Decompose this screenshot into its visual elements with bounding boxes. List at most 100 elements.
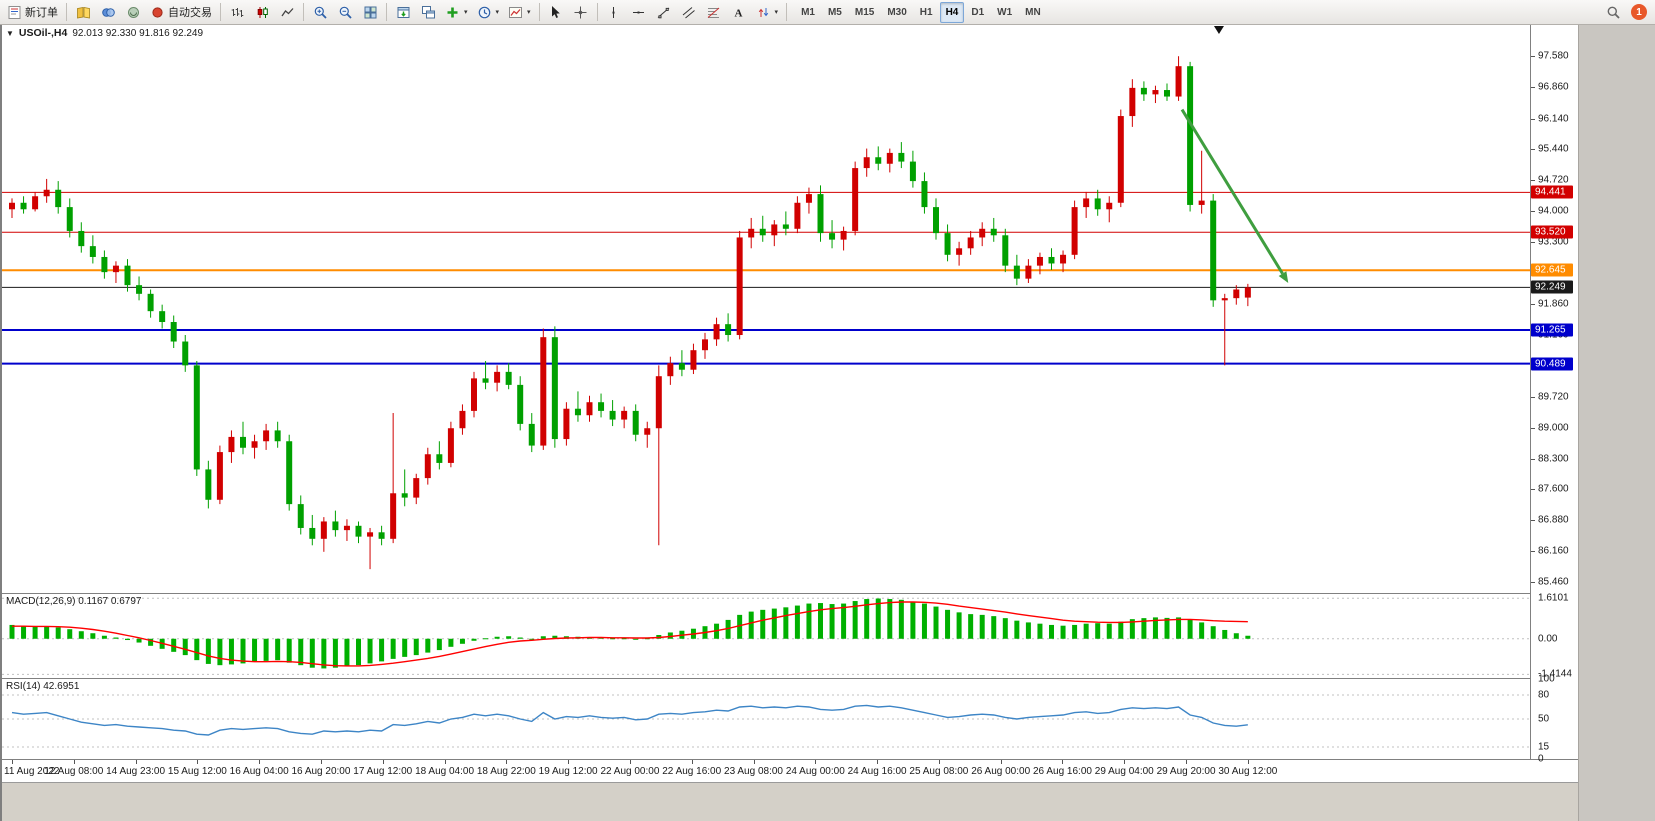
bottom-gutter	[2, 782, 1578, 821]
timeframe-m15-button[interactable]: M15	[849, 2, 880, 23]
search-button[interactable]	[1601, 2, 1625, 23]
rsi-pane[interactable]: RSI(14) 42.6951	[2, 678, 1530, 759]
macd-scale-label: 1.6101	[1538, 592, 1569, 604]
notification-badge[interactable]: 1	[1631, 4, 1647, 20]
zoom-out-icon	[338, 5, 353, 20]
vertical-line-tool-button[interactable]	[602, 2, 626, 23]
rsi-chart[interactable]	[2, 679, 1530, 759]
terminal-icon	[126, 5, 141, 20]
cascade-windows-button[interactable]	[416, 2, 440, 23]
profiles-button[interactable]	[96, 2, 120, 23]
time-label: 12 Aug 08:00	[44, 766, 104, 777]
time-label: 26 Aug 00:00	[971, 766, 1031, 777]
timeframe-w1-button[interactable]: W1	[991, 2, 1018, 23]
timeframe-m1-button[interactable]: M1	[795, 2, 821, 23]
price-tick-label: 97.580	[1538, 50, 1569, 62]
terminal-button[interactable]	[121, 2, 145, 23]
channel-tool-button[interactable]	[677, 2, 701, 23]
candlestick-icon	[255, 5, 270, 20]
toolbar-separator	[303, 3, 304, 21]
chevron-down-icon: ▾	[464, 8, 468, 16]
trendline-tool-button[interactable]	[652, 2, 676, 23]
timeframe-h4-button[interactable]: H4	[939, 1, 965, 23]
autotrading-button[interactable]: 自动交易	[146, 2, 216, 23]
price-level-box[interactable]: 90.489	[1531, 357, 1573, 371]
bar-chart-icon	[230, 5, 245, 20]
collapse-icon[interactable]: ▼	[6, 28, 14, 38]
text-tool-button[interactable]: A	[727, 2, 751, 23]
right-gutter	[1578, 25, 1655, 821]
timeframe-d1-button[interactable]: D1	[965, 2, 990, 23]
chart-window: ▼ USOil-,H4 92.013 92.330 91.816 92.249 …	[0, 25, 1655, 821]
macd-pane[interactable]: MACD(12,26,9) 0.1167 0.6797	[2, 593, 1530, 678]
line-chart-mode-button[interactable]	[275, 2, 299, 23]
price-tick-label: 86.160	[1538, 545, 1569, 557]
price-tick-label: 88.300	[1538, 453, 1569, 465]
new-order-button[interactable]: 新订单	[3, 2, 62, 23]
macd-scale-label: 0.00	[1538, 633, 1558, 645]
indicators-button[interactable]: ▾	[441, 2, 472, 23]
candlestick-mode-button[interactable]	[250, 2, 274, 23]
price-level-box[interactable]: 93.520	[1531, 225, 1573, 239]
time-label: 25 Aug 08:00	[909, 766, 969, 777]
price-axis[interactable]: 97.580 96.860 96.140 95.440 94.720 94.000 93.3…	[1530, 25, 1578, 765]
toolbar-separator	[220, 3, 221, 21]
periods-button[interactable]: ▾	[473, 2, 504, 23]
timeframe-h1-button[interactable]: H1	[914, 2, 939, 23]
price-level-box[interactable]: 92.249	[1531, 280, 1573, 294]
time-label: 11 Aug 2022	[4, 766, 60, 777]
price-level-box[interactable]: 92.645	[1531, 263, 1573, 277]
new-order-label: 新订单	[25, 7, 58, 19]
candlestick-chart[interactable]	[2, 25, 1530, 593]
timeframe-mn-button[interactable]: MN	[1019, 2, 1047, 23]
market-watch-button[interactable]	[71, 2, 95, 23]
arrows-tool-button[interactable]: ▾	[752, 2, 783, 23]
toolbar-separator	[596, 3, 598, 21]
channel-icon	[681, 5, 696, 20]
chevron-down-icon: ▾	[774, 8, 779, 16]
timeframe-m30-button[interactable]: M30	[881, 2, 912, 23]
time-label: 23 Aug 08:00	[724, 766, 783, 777]
trendline-icon	[656, 5, 671, 20]
main-chart-pane[interactable]: ▼ USOil-,H4 92.013 92.330 91.816 92.249	[2, 25, 1530, 593]
rsi-scale-label: 80	[1538, 689, 1550, 701]
zoom-out-button[interactable]	[333, 2, 357, 23]
chart-ohlc: 92.013 92.330 91.816 92.249	[72, 27, 204, 39]
price-level-box[interactable]: 91.265	[1531, 323, 1573, 337]
time-label: 16 Aug 20:00	[291, 766, 351, 777]
arrange-windows-button[interactable]	[391, 2, 415, 23]
time-label: 22 Aug 16:00	[662, 766, 722, 777]
price-level-box[interactable]: 94.441	[1531, 185, 1573, 199]
zoom-in-button[interactable]	[308, 2, 332, 23]
time-label: 24 Aug 16:00	[847, 766, 907, 777]
price-tick-label: 86.880	[1538, 514, 1569, 526]
autotrading-icon	[150, 5, 165, 20]
time-label: 22 Aug 00:00	[600, 766, 660, 777]
templates-button[interactable]: ▾	[504, 2, 535, 23]
price-tick-label: 95.440	[1538, 143, 1569, 155]
chart-symbol-period: USOil-,H4	[18, 27, 68, 39]
time-label: 26 Aug 16:00	[1032, 766, 1092, 777]
profiles-icon	[101, 5, 116, 20]
price-tick-label: 91.860	[1538, 298, 1569, 310]
crosshair-tool-button[interactable]	[569, 2, 593, 23]
time-label: 14 Aug 23:00	[106, 766, 166, 777]
tile-windows-button[interactable]	[358, 2, 382, 23]
price-tick-label: 85.460	[1538, 576, 1569, 588]
time-axis[interactable]: 11 Aug 2022 12 Aug 08:00 14 Aug 23:00 15 Au…	[2, 759, 1578, 782]
macd-chart[interactable]	[2, 594, 1530, 678]
horizontal-line-icon	[631, 5, 646, 20]
cascade-windows-icon	[421, 5, 436, 20]
toolbar-separator	[66, 3, 67, 21]
time-label: 15 Aug 12:00	[167, 766, 227, 777]
toolbar-separator	[386, 3, 387, 21]
horizontal-line-tool-button[interactable]	[627, 2, 651, 23]
cursor-tool-button[interactable]	[544, 2, 568, 23]
price-tick-label: 96.140	[1538, 113, 1569, 125]
timeframe-m5-button[interactable]: M5	[822, 2, 848, 23]
bar-chart-mode-button[interactable]	[225, 2, 249, 23]
periods-icon	[477, 5, 492, 20]
price-tick-label: 87.600	[1538, 483, 1569, 495]
crosshair-icon	[573, 5, 588, 20]
fibonacci-tool-button[interactable]	[702, 2, 726, 23]
